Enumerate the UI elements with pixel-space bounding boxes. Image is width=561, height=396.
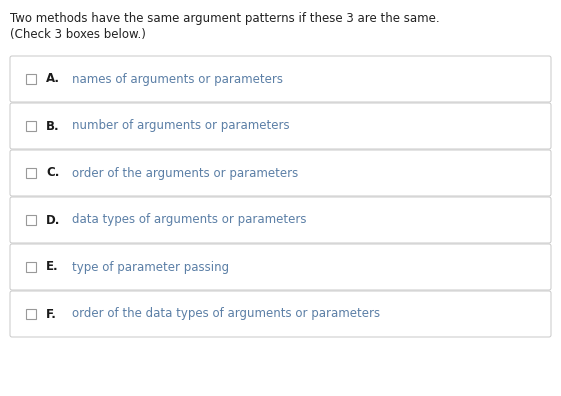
- Bar: [26, 121, 36, 131]
- Bar: [26, 215, 36, 225]
- Text: Two methods have the same argument patterns if these 3 are the same.: Two methods have the same argument patte…: [10, 12, 440, 25]
- FancyBboxPatch shape: [10, 56, 551, 102]
- FancyBboxPatch shape: [10, 103, 551, 149]
- Bar: [26, 262, 36, 272]
- FancyBboxPatch shape: [10, 197, 551, 243]
- Text: B.: B.: [46, 120, 59, 133]
- FancyBboxPatch shape: [10, 244, 551, 290]
- Text: type of parameter passing: type of parameter passing: [72, 261, 229, 274]
- FancyBboxPatch shape: [10, 150, 551, 196]
- FancyBboxPatch shape: [10, 291, 551, 337]
- Text: number of arguments or parameters: number of arguments or parameters: [72, 120, 289, 133]
- Text: names of arguments or parameters: names of arguments or parameters: [72, 72, 283, 86]
- Bar: [26, 74, 36, 84]
- Bar: [26, 168, 36, 178]
- Text: D.: D.: [46, 213, 61, 227]
- Text: data types of arguments or parameters: data types of arguments or parameters: [72, 213, 306, 227]
- Text: A.: A.: [46, 72, 60, 86]
- Text: order of the data types of arguments or parameters: order of the data types of arguments or …: [72, 308, 380, 320]
- Text: F.: F.: [46, 308, 57, 320]
- Text: C.: C.: [46, 166, 59, 179]
- Text: E.: E.: [46, 261, 59, 274]
- Text: (Check 3 boxes below.): (Check 3 boxes below.): [10, 28, 146, 41]
- Bar: [26, 309, 36, 319]
- Text: order of the arguments or parameters: order of the arguments or parameters: [72, 166, 298, 179]
